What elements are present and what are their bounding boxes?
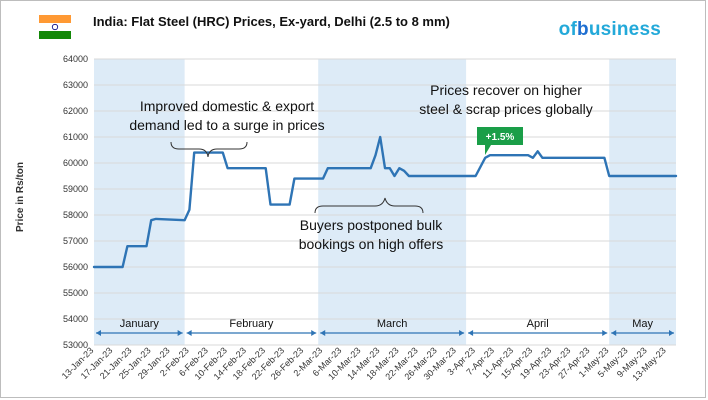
y-tick-label: 60000 [63,158,88,168]
y-tick-label: 58000 [63,210,88,220]
annotation-demand-surge-brace [170,141,248,158]
month-label: January [120,318,160,330]
annotation-buyers-postponed-brace [314,197,424,214]
y-tick-label: 53000 [63,340,88,350]
y-tick-label: 59000 [63,184,88,194]
month-band-arrow-left [611,330,617,336]
month-label: April [527,318,549,330]
annotation-prices-recover-line: Prices recover on higher [430,82,582,98]
brand-logo-part3: usiness [588,19,661,40]
y-tick-label: 54000 [63,314,88,324]
y-tick-label: 62000 [63,106,88,116]
y-tick-label: 63000 [63,80,88,90]
month-band-arrow-right [311,330,317,336]
annotation-demand-surge-line: demand led to a surge in prices [129,117,324,133]
month-band-arrow-left [96,330,101,336]
month-shade-band [609,59,676,345]
chart-header: India: Flat Steel (HRC) Prices, Ex-yard,… [1,1,705,51]
annotation-buyers-postponed-line: bookings on high offers [299,236,444,252]
brand-logo: ofbusiness [559,19,661,41]
brand-logo-part1: of [558,19,578,40]
month-band-arrow-left [320,330,326,336]
month-band-arrow-right [177,330,183,336]
annotation-demand-surge-line: Improved domestic & export [140,98,314,114]
y-tick-label: 56000 [63,262,88,272]
y-tick-label: 64000 [63,54,88,64]
percent-change-badge-label: +1.5% [486,132,515,143]
month-band-arrow-right [602,330,608,336]
month-band-arrow-right [669,330,674,336]
month-shade-band [94,59,185,345]
month-band-arrow-left [468,330,474,336]
annotation-buyers-postponed-line: Buyers postponed bulk [300,217,443,233]
month-band-arrow-left [186,330,192,336]
month-label: March [377,318,408,330]
india-flag-icon [39,15,71,39]
y-tick-label: 57000 [63,236,88,246]
y-tick-label: 61000 [63,132,88,142]
month-band-arrow-right [459,330,465,336]
percent-change-badge [477,127,523,155]
month-label: February [229,318,274,330]
month-label: May [632,318,653,330]
annotation-prices-recover-line: steel & scrap prices globally [419,101,593,117]
chart-title: India: Flat Steel (HRC) Prices, Ex-yard,… [93,14,450,29]
price-line-series [92,135,678,269]
month-shade-band [318,59,467,345]
y-tick-label: 55000 [63,288,88,298]
y-axis-label: Price in Rs/ton [15,162,26,232]
brand-logo-part2: b [577,19,589,40]
